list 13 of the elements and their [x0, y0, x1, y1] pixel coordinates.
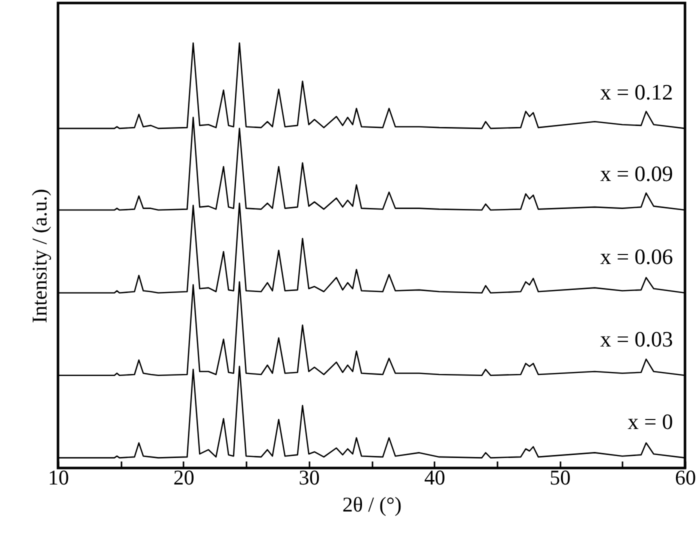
x-tick-label: 40	[424, 466, 446, 490]
x-tick-label: 20	[173, 466, 194, 490]
x-tick-label: 10	[48, 466, 69, 490]
series-label: x = 0.03	[600, 326, 673, 352]
x-tick-label: 30	[298, 466, 320, 490]
y-axis-title: Intensity / (a.u.)	[28, 188, 52, 324]
series-label: x = 0	[628, 408, 673, 434]
x-tick-label: 60	[675, 466, 696, 490]
x-tick-label: 50	[550, 466, 571, 490]
series-label: x = 0.06	[600, 244, 673, 269]
series-label: x = 0.12	[600, 79, 673, 104]
series-label: x = 0.09	[600, 161, 673, 186]
x-axis-title: 2θ / (°)	[342, 492, 402, 516]
